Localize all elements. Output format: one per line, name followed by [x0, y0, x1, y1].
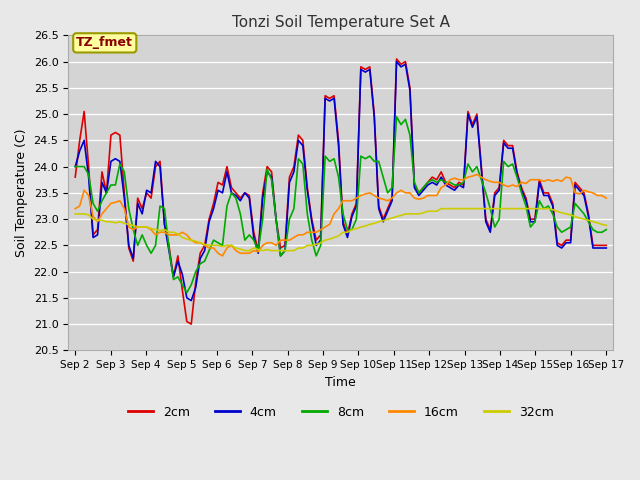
Legend: 2cm, 4cm, 8cm, 16cm, 32cm: 2cm, 4cm, 8cm, 16cm, 32cm — [123, 401, 559, 424]
Text: TZ_fmet: TZ_fmet — [76, 36, 133, 49]
Title: Tonzi Soil Temperature Set A: Tonzi Soil Temperature Set A — [232, 15, 450, 30]
Y-axis label: Soil Temperature (C): Soil Temperature (C) — [15, 129, 28, 257]
X-axis label: Time: Time — [325, 376, 356, 389]
